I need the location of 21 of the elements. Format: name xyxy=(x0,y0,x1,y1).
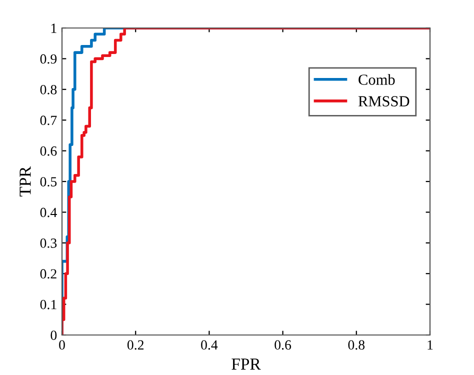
y-tick-label: 0.2 xyxy=(40,269,56,279)
x-axis-title: FPR xyxy=(232,358,261,370)
x-tick-label: 0.8 xyxy=(348,340,365,350)
y-tick-label: 0.1 xyxy=(40,300,56,310)
legend-label: Comb xyxy=(358,74,395,85)
x-tick-label: 0.2 xyxy=(127,340,144,350)
x-tick-label: 0.4 xyxy=(201,340,218,350)
legend-label: RMSSD xyxy=(358,96,410,106)
y-tick-label: 0.3 xyxy=(40,238,57,248)
y-tick-label: 1 xyxy=(51,24,56,33)
y-tick-label: 0.4 xyxy=(40,208,57,218)
x-tick-label: 0 xyxy=(59,340,65,350)
y-tick-label: 0.6 xyxy=(40,146,57,156)
x-tick-label: 0.6 xyxy=(274,340,292,350)
y-tick-label: 0.5 xyxy=(40,177,57,187)
x-tick-label: 1 xyxy=(428,340,433,350)
y-tick-label: 0.9 xyxy=(40,54,57,64)
y-tick-label: 0.8 xyxy=(40,84,57,94)
y-tick-label: 0 xyxy=(50,330,57,340)
y-axis-title: TPR xyxy=(20,166,31,196)
y-tick-label: 0.7 xyxy=(40,116,57,126)
